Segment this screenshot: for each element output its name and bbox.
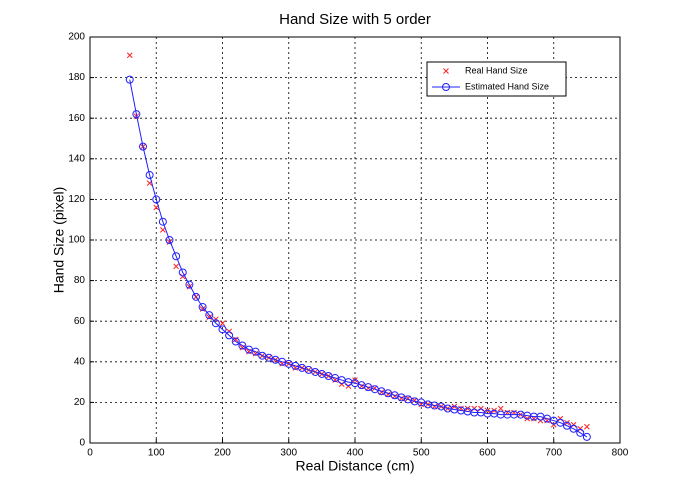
x-tick-label: 400 [347,448,364,459]
y-tick-label: 140 [68,153,85,164]
data-point [582,432,591,441]
legend-label: Estimated Hand Size [465,81,549,91]
data-point [345,383,352,390]
data-point [471,405,478,412]
x-tick-label: 200 [214,448,231,459]
data-point [139,142,147,151]
data-point [205,311,214,320]
y-tick-label: 80 [74,275,86,286]
y-tick-label: 40 [74,356,86,367]
y-tick-label: 200 [68,32,85,43]
data-point [338,381,345,387]
data-point [231,337,240,346]
plot-frame [89,36,621,444]
data-point [563,421,571,430]
y-axis-label: Hand Size (pixel) [51,187,67,294]
data-point [251,347,260,356]
y-tick-label: 180 [68,72,85,83]
x-tick-label: 500 [413,448,430,459]
data-point [165,236,174,244]
x-tick-label: 300 [280,448,297,459]
data-point [556,418,565,427]
data-point [232,336,239,343]
data-point [225,331,234,340]
data-point [198,302,207,311]
data-point [145,171,154,180]
data-point [126,52,133,59]
data-point [192,292,200,301]
data-point [584,423,590,430]
data-point [550,421,557,428]
data-point [478,405,484,412]
data-point [219,320,226,327]
legend-marker [443,68,449,74]
data-point [125,75,134,84]
legend-label: Real Hand Size [465,65,528,75]
data-point [211,319,220,328]
data-point [178,268,187,277]
x-tick-label: 0 [87,448,93,459]
data-point [132,110,141,119]
data-point [557,415,564,422]
data-point [537,417,544,424]
legend-marker [442,83,450,91]
data-point [570,421,577,428]
x-tick-label: 100 [148,448,165,459]
data-point [152,195,161,204]
data-point [172,252,181,261]
data-point [569,424,578,433]
legend-box [426,61,567,97]
data-point [206,314,213,320]
data-point [185,280,194,289]
y-tick-label: 20 [74,397,86,408]
x-tick-label: 800 [612,448,629,459]
data-point [238,341,247,350]
data-point [218,325,227,334]
data-point [199,306,206,312]
x-tick-label: 600 [479,448,496,459]
data-point [158,217,167,226]
data-point [577,425,584,432]
y-tick-label: 100 [68,235,85,246]
data-point [173,263,179,270]
y-tick-label: 120 [68,194,85,205]
x-axis-label: Real Distance (cm) [295,458,414,474]
data-point [226,328,232,335]
data-point [576,428,585,437]
data-point [160,226,166,233]
x-tick-label: 700 [545,448,562,459]
data-point [239,344,246,351]
chart-title: Hand Size with 5 order [279,11,431,28]
data-point [252,350,259,357]
y-tick-label: 160 [68,113,85,124]
y-tick-label: 0 [79,438,85,449]
y-tick-label: 60 [74,316,86,327]
data-point [497,405,504,412]
